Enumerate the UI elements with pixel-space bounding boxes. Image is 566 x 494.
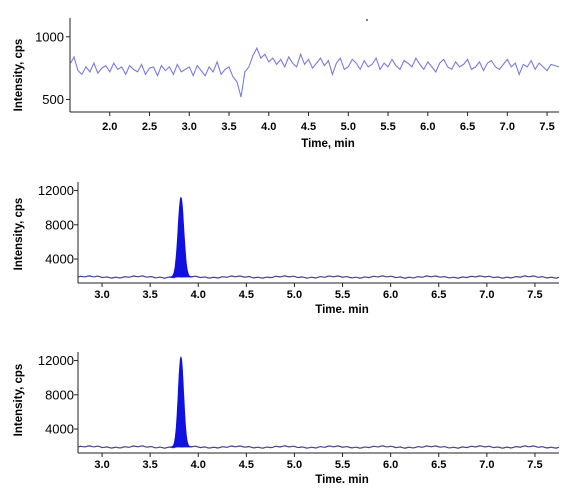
x-tick-label: 4.5 (301, 121, 316, 133)
peak-area (170, 356, 192, 448)
x-tick-label: 7.5 (539, 121, 554, 133)
x-tick-label: 2.5 (142, 121, 157, 133)
x-tick-label: 4.5 (239, 289, 254, 301)
x-tick-label: 3.5 (143, 289, 158, 301)
y-tick-label: 500 (42, 92, 64, 107)
x-tick-label: 3.5 (221, 121, 236, 133)
y-tick-label: 4000 (45, 422, 74, 437)
x-tick-label: 2.0 (102, 121, 117, 133)
y-axis-label: Intensity, cps (13, 364, 25, 437)
x-axis-label: Time, min (301, 138, 354, 150)
x-tick-label: 3.0 (94, 459, 109, 471)
y-tick-label: 12000 (38, 353, 74, 368)
x-tick-label: 3.0 (94, 289, 109, 301)
peak-area (169, 196, 193, 278)
x-tick-label: 7.0 (479, 289, 494, 301)
y-tick-label: 4000 (45, 252, 74, 267)
y-axis-label: Intensity, cps (13, 198, 25, 271)
chart-panel-3: Intensity, cps Time. min 3.0 3.5 4.0 4.5 5.0… (13, 352, 560, 486)
x-tick-label: 6.5 (460, 121, 475, 133)
y-axis-label: Intensity, cps (13, 39, 25, 112)
x-tick-label: 6.0 (383, 289, 398, 301)
x-tick-label: 6.5 (431, 459, 446, 471)
x-tick-label: 6.0 (420, 121, 435, 133)
x-tick-label: 7.5 (527, 459, 542, 471)
baseline-trace (77, 445, 560, 449)
stray-dot (366, 19, 368, 21)
y-tick-label: 1000 (35, 29, 64, 44)
chart-panel-1: Intensity, cps Time, min 2.0 2.5 3.0 3.5 4.0… (13, 18, 560, 150)
x-tick-label: 5.0 (287, 459, 302, 471)
series-line (69, 46, 560, 98)
x-tick-label: 5.5 (335, 289, 350, 301)
x-tick-label: 3.0 (182, 121, 197, 133)
baseline-trace (77, 275, 560, 279)
x-tick-label: 4.5 (239, 459, 254, 471)
x-tick-label: 4.0 (191, 289, 206, 301)
y-tick-label: 8000 (45, 217, 74, 232)
x-tick-label: 4.0 (191, 459, 206, 471)
x-axis-label: Time. min (315, 304, 368, 316)
chart-panel-2: Intensity, cps Time. min 3.0 3.5 4.0 4.5 5.0… (13, 182, 560, 316)
x-tick-label: 5.0 (287, 289, 302, 301)
x-tick-label: 7.5 (527, 289, 542, 301)
y-tick-label: 12000 (38, 183, 74, 198)
x-tick-label: 6.0 (383, 459, 398, 471)
y-tick-label: 8000 (45, 387, 74, 402)
x-tick-label: 7.0 (479, 459, 494, 471)
x-tick-label: 4.0 (261, 121, 276, 133)
x-tick-label: 3.5 (143, 459, 158, 471)
x-axis-label: Time. min (315, 474, 368, 486)
x-tick-label: 5.5 (335, 459, 350, 471)
x-tick-label: 5.5 (380, 121, 395, 133)
x-tick-label: 6.5 (431, 289, 446, 301)
x-tick-label: 5.0 (341, 121, 356, 133)
x-tick-label: 7.0 (500, 121, 515, 133)
